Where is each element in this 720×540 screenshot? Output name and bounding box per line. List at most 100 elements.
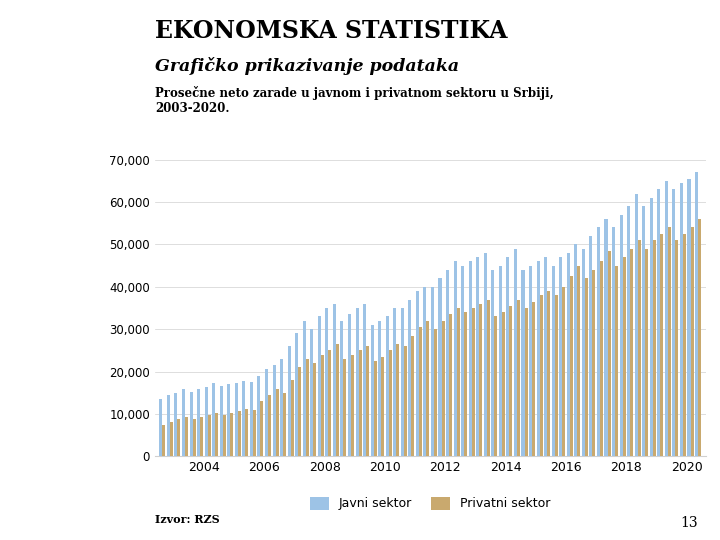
Bar: [341, 321, 343, 456]
Bar: [570, 276, 573, 456]
Bar: [547, 291, 550, 456]
Bar: [250, 382, 253, 456]
Bar: [408, 300, 411, 456]
Bar: [280, 359, 283, 456]
Bar: [268, 395, 271, 456]
Bar: [529, 266, 532, 456]
Bar: [174, 393, 177, 456]
Bar: [386, 316, 389, 456]
Bar: [491, 270, 495, 456]
Bar: [660, 234, 663, 456]
Bar: [182, 388, 185, 456]
Bar: [431, 287, 434, 456]
Bar: [170, 422, 173, 456]
Bar: [454, 261, 456, 456]
Bar: [261, 401, 264, 456]
Bar: [593, 270, 595, 456]
Bar: [597, 227, 600, 456]
Bar: [228, 384, 230, 456]
Bar: [366, 346, 369, 456]
Text: 13: 13: [681, 516, 698, 530]
Bar: [480, 303, 482, 456]
Bar: [253, 410, 256, 456]
Bar: [668, 227, 671, 456]
Bar: [230, 413, 233, 456]
Bar: [419, 327, 422, 456]
Bar: [426, 321, 429, 456]
Bar: [321, 355, 324, 456]
Bar: [552, 266, 554, 456]
Bar: [189, 392, 192, 456]
Bar: [484, 253, 487, 456]
Bar: [524, 308, 528, 456]
Bar: [657, 190, 660, 456]
Bar: [672, 190, 675, 456]
Bar: [378, 321, 381, 456]
Bar: [649, 198, 653, 456]
Bar: [517, 300, 520, 456]
Bar: [464, 312, 467, 456]
Bar: [298, 367, 301, 456]
Bar: [582, 248, 585, 456]
Bar: [600, 261, 603, 456]
Bar: [295, 333, 298, 456]
Bar: [306, 359, 309, 456]
Bar: [532, 302, 535, 456]
Bar: [381, 357, 384, 456]
Bar: [177, 420, 181, 456]
Bar: [276, 388, 279, 456]
Bar: [612, 227, 615, 456]
Bar: [605, 219, 608, 456]
Bar: [446, 270, 449, 456]
Bar: [627, 206, 630, 456]
Bar: [665, 181, 668, 456]
Bar: [634, 193, 638, 456]
Bar: [162, 424, 166, 456]
Bar: [423, 287, 426, 456]
Bar: [336, 344, 339, 456]
Bar: [396, 344, 400, 456]
Bar: [246, 409, 248, 456]
Bar: [449, 314, 452, 456]
Bar: [539, 295, 543, 456]
Bar: [645, 248, 648, 456]
Bar: [363, 303, 366, 456]
Bar: [544, 257, 547, 456]
Bar: [416, 291, 419, 456]
Bar: [356, 308, 359, 456]
Bar: [371, 325, 374, 456]
Bar: [472, 308, 474, 456]
Bar: [642, 206, 645, 456]
Bar: [695, 172, 698, 456]
Bar: [680, 183, 683, 456]
Bar: [506, 257, 510, 456]
Bar: [683, 234, 686, 456]
Bar: [521, 270, 524, 456]
Bar: [502, 312, 505, 456]
Bar: [348, 314, 351, 456]
Bar: [608, 251, 611, 456]
Bar: [185, 417, 188, 456]
Text: EKONOMSKA STATISTIKA: EKONOMSKA STATISTIKA: [155, 19, 508, 43]
Bar: [265, 369, 268, 456]
Text: Izvor: RZS: Izvor: RZS: [155, 514, 220, 525]
Bar: [207, 415, 211, 456]
Bar: [411, 335, 414, 456]
Bar: [283, 393, 286, 456]
Bar: [374, 361, 377, 456]
Bar: [389, 350, 392, 456]
Bar: [167, 395, 170, 456]
Bar: [318, 316, 321, 456]
Text: Grafičko prikazivanje podataka: Grafičko prikazivanje podataka: [155, 57, 459, 75]
Bar: [536, 261, 539, 456]
Bar: [302, 321, 306, 456]
Bar: [159, 399, 162, 456]
Bar: [393, 308, 396, 456]
Bar: [590, 236, 593, 456]
Bar: [675, 240, 678, 456]
Bar: [567, 253, 570, 456]
Bar: [577, 266, 580, 456]
Bar: [310, 329, 313, 456]
Bar: [325, 308, 328, 456]
Bar: [469, 261, 472, 456]
